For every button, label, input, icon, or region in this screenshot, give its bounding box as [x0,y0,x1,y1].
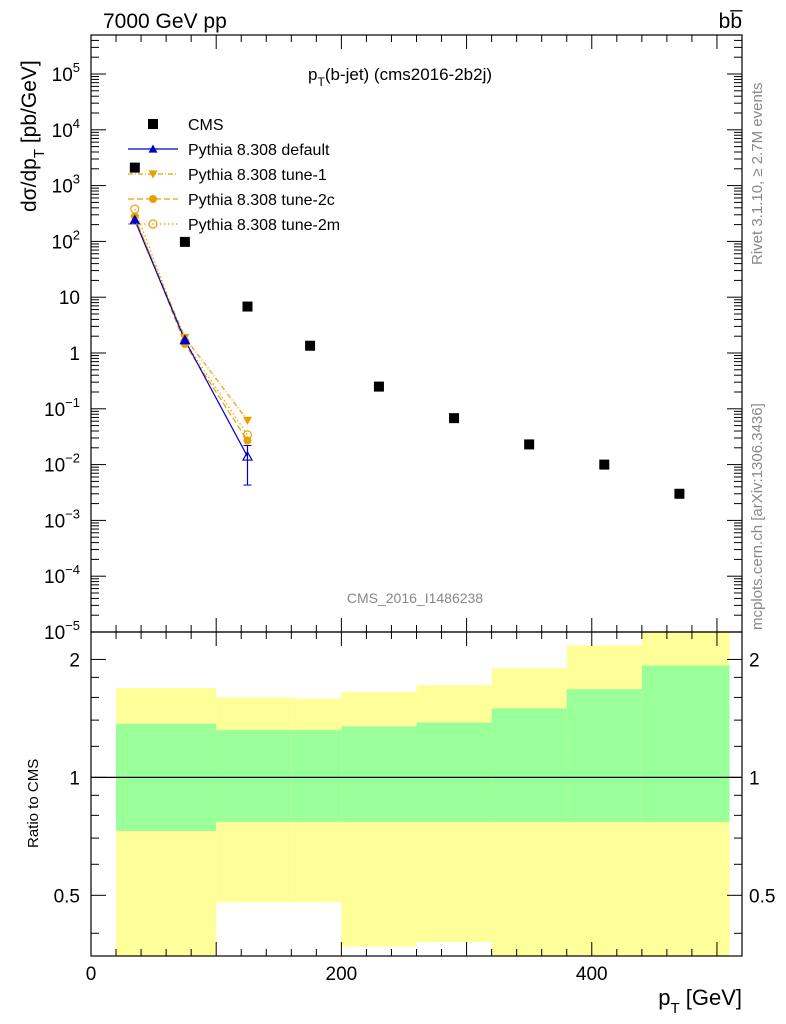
ratio-y-tick-label-right: 1 [749,768,760,789]
inner-band-bin [216,730,292,822]
ratio-bands [116,632,730,956]
mcplots-label: mcplots.cern.ch [arXiv:1306.3436] [749,403,766,630]
point-cms [373,381,384,392]
point-default [241,450,254,461]
point-cms [599,459,610,470]
legend-marker-tune-2c [149,195,157,203]
legend-marker-cms [148,119,158,129]
ratio-y-tick-label-right: 0.5 [749,886,775,907]
y-tick-label: 10−1 [44,395,80,421]
point-cms [242,301,253,312]
rivet-label: Rivet 3.1.10, ≥ 2.7M events [749,83,766,266]
y-tick-label: 10−3 [44,506,80,532]
ratio-frame [90,631,743,957]
point-cms [524,439,535,450]
watermark: CMS_2016_I1486238 [347,590,483,606]
legend-marker-tune-1 [148,170,158,179]
y-tick-label: 102 [52,227,80,253]
inner-band-bin [566,689,642,822]
series-line-tune-1 [134,218,248,421]
ratio-axes: 0 200 400 0.5 0.5 1 1 2 2 [54,632,775,985]
y-axis-title: dσ/dpT [pb/GeV] [18,60,48,212]
header-right: bb̅ [719,10,744,33]
legend-marker-default [148,144,158,153]
point-cms [179,236,190,247]
y-tick-label: 10−2 [44,451,80,477]
header-left: 7000 GeV pp [103,10,227,33]
ratio-y-tick-label: 2 [69,650,80,671]
ratio-y-axis-title: Ratio to CMS [25,759,42,848]
inner-band-bin [416,722,492,822]
legend-marker-tune-2m [148,219,158,229]
point-cms [449,413,460,424]
main-series [129,162,685,499]
point-default [179,334,191,345]
ratio-y-tick-label-right: 2 [749,650,760,671]
y-tick-label: 103 [52,172,80,198]
point-cms [305,340,316,351]
x-tick-label: 0 [86,964,97,985]
main-title: pT(b-jet) (cms2016-2b2j) [308,65,492,89]
point-default [129,214,141,225]
x-axis-title: pT [GeV] [658,985,742,1017]
y-tick-label: 105 [52,60,80,86]
main-axes: 10−5 10−4 10−3 10−2 10−1 1 10 102 103 104 105 [44,34,743,644]
y-tick-label: 10−5 [44,618,80,644]
legend-label: Pythia 8.308 tune-1 [188,167,327,184]
point-tune-2m [242,430,253,440]
y-tick-label: 1 [69,344,80,365]
ratio-y-tick-label: 0.5 [54,886,80,907]
point-tune-2m [130,204,140,214]
inner-band-bin [641,665,730,822]
point-cms [129,162,140,173]
legend-label: Pythia 8.308 default [188,142,330,159]
ratio-y-tick-label: 1 [69,768,80,789]
x-tick-label: 200 [326,964,358,985]
point-cms [674,488,685,499]
point-tune-1 [242,416,252,425]
inner-band-bin [491,708,567,822]
legend: CMS Pythia 8.308 default Pythia 8.308 tune… [128,117,340,234]
series-line-tune-2c [134,216,248,441]
series-line-tune-2m [134,208,248,436]
legend-label: Pythia 8.308 tune-2c [188,192,335,209]
inner-band-bin [341,726,417,822]
y-tick-label: 104 [52,116,80,142]
y-tick-label: 10−4 [44,562,80,588]
legend-label: CMS [188,117,224,134]
y-tick-label: 10 [59,288,80,309]
x-tick-label: 400 [576,964,608,985]
legend-label: Pythia 8.308 tune-2m [188,217,340,234]
series-line-default [134,219,249,457]
inner-band-bin [291,730,342,822]
